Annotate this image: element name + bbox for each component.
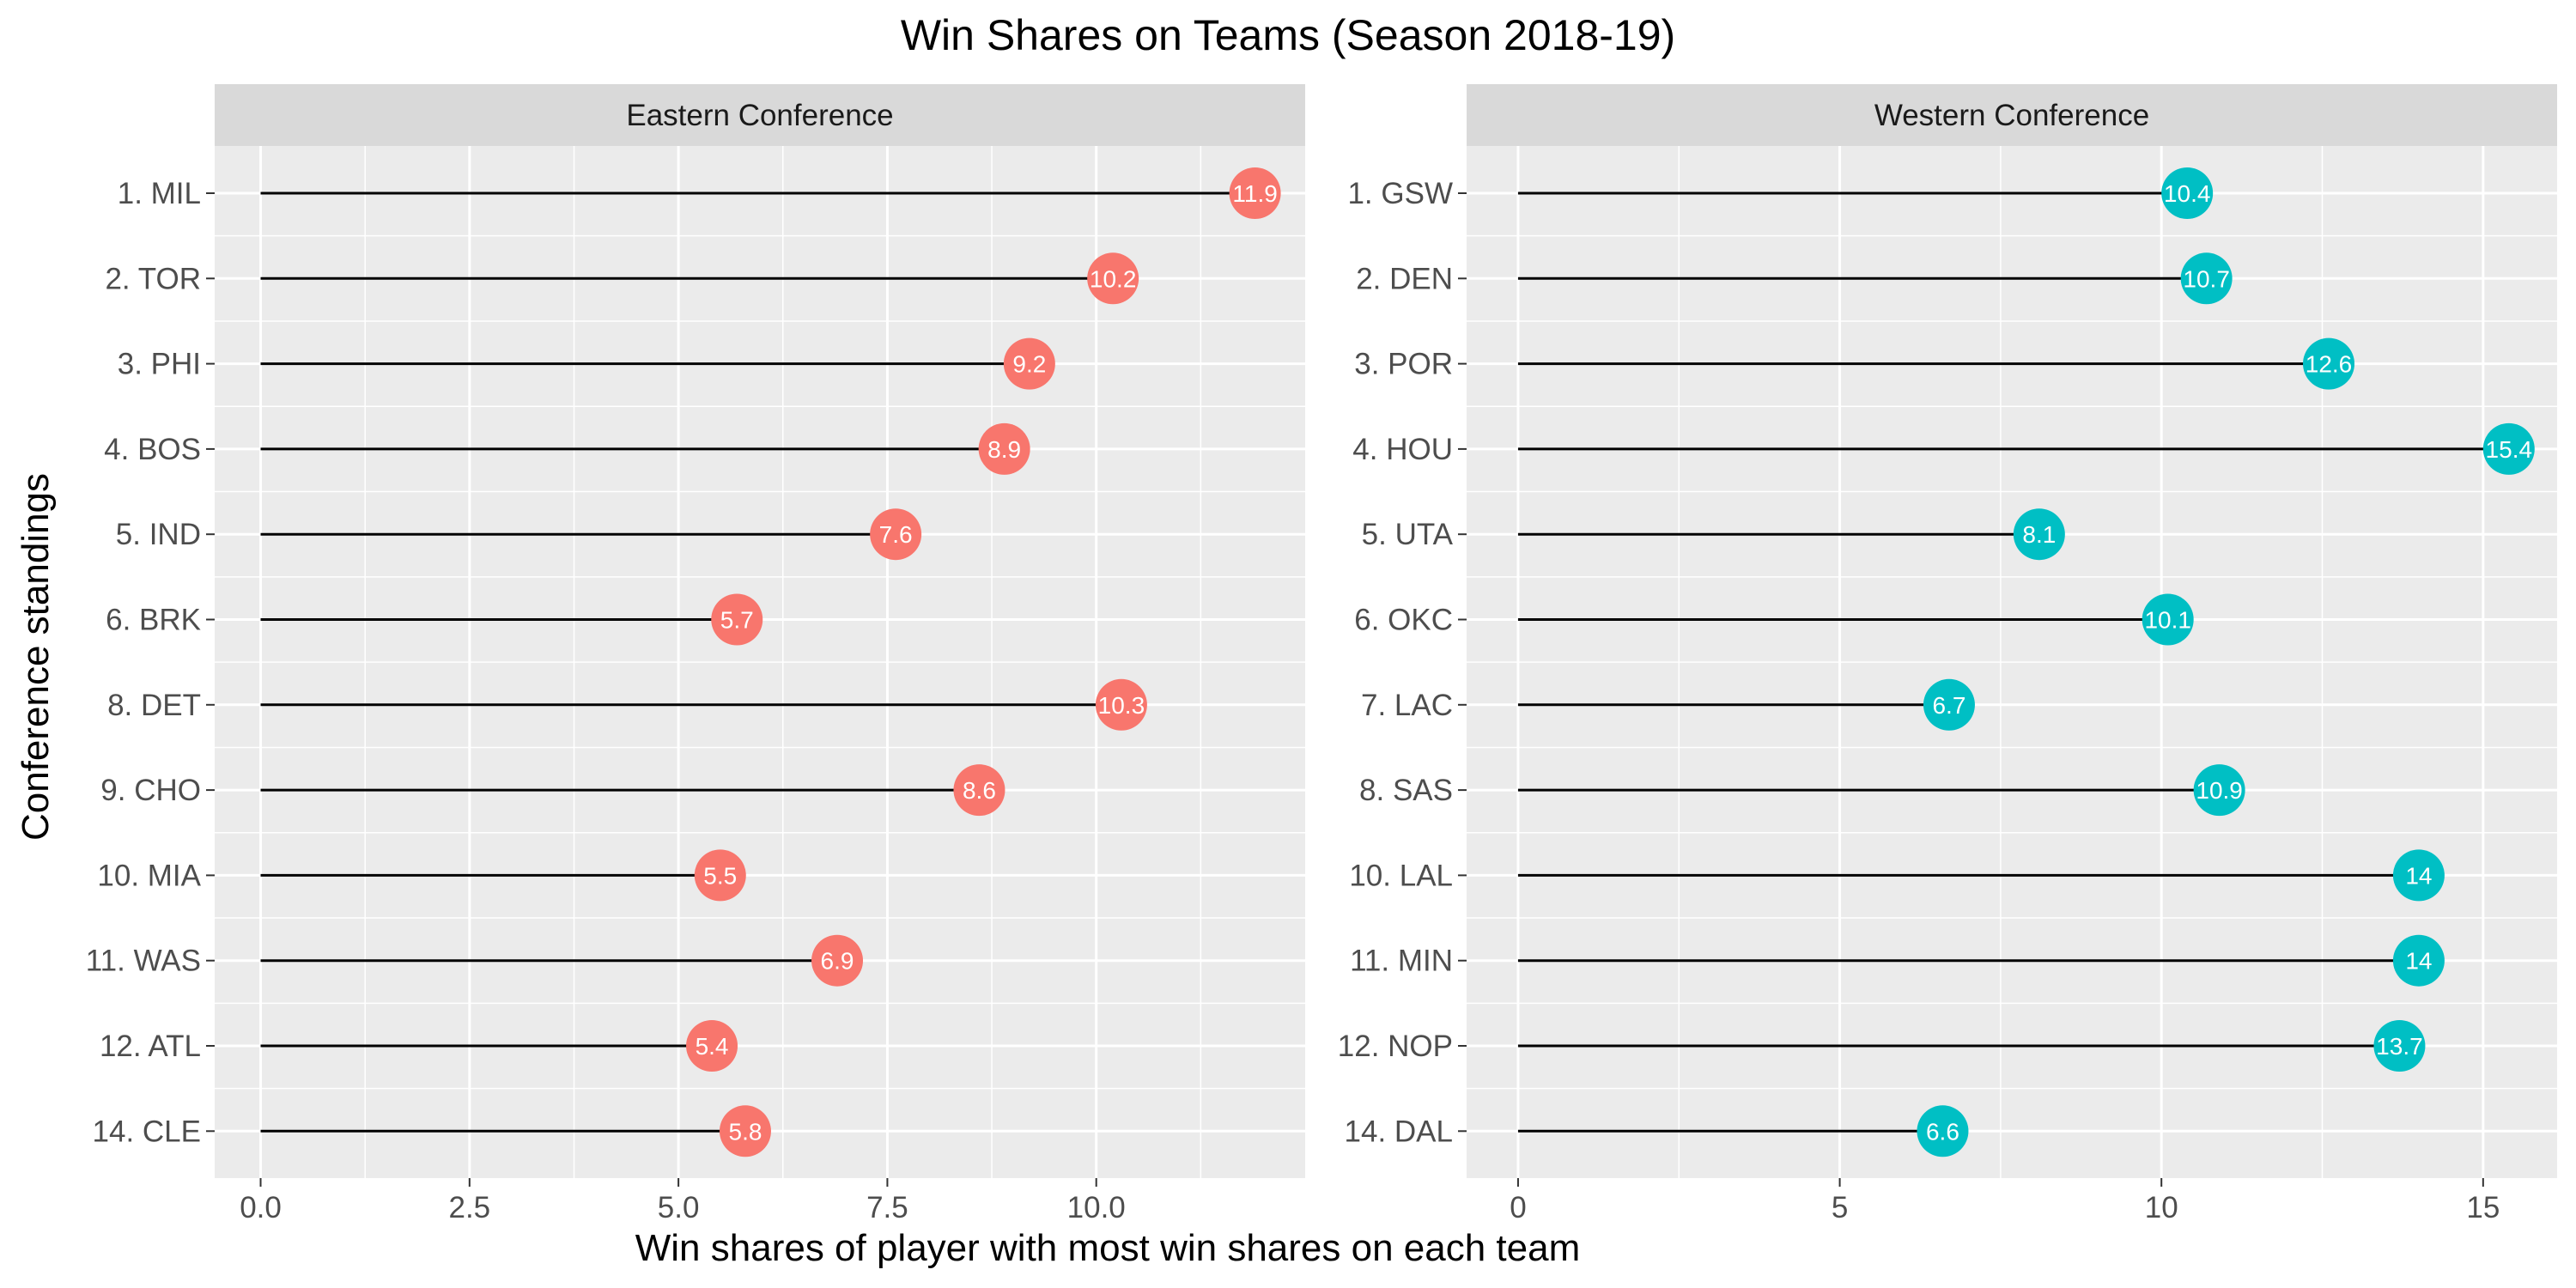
- x-tick-label: 7.5: [866, 1191, 908, 1224]
- lollipop-dot: [2161, 167, 2214, 219]
- value-label: 12.6: [2306, 351, 2353, 378]
- value-label: 10.7: [2183, 265, 2230, 292]
- value-label: 6.6: [1926, 1118, 1959, 1145]
- value-label: 10.2: [1090, 265, 1137, 292]
- value-label: 10.1: [2144, 607, 2191, 634]
- x-tick-label: 10: [2145, 1191, 2178, 1224]
- y-tick-label: 1. GSW: [1347, 177, 1453, 210]
- y-tick-label: 4. HOU: [1352, 433, 1453, 466]
- y-tick-label: 9. CHO: [100, 774, 201, 807]
- x-axis-title: Win shares of player with most win share…: [635, 1227, 1580, 1269]
- x-tick-label: 15: [2466, 1191, 2500, 1224]
- y-tick-label: 3. POR: [1354, 348, 1453, 381]
- x-tick-label: 0.0: [240, 1191, 282, 1224]
- value-label: 5.5: [703, 862, 737, 889]
- value-label: 5.8: [729, 1118, 762, 1145]
- value-label: 7.6: [879, 521, 913, 548]
- lollipop-dot: [2180, 252, 2233, 305]
- lollipop-dot: [978, 422, 1030, 475]
- lollipop-dot: [2013, 508, 2065, 561]
- y-tick-label: 12. NOP: [1338, 1030, 1453, 1063]
- y-tick-label: 8. SAS: [1359, 774, 1453, 807]
- facet-panel-west: Western Conference 0 5 10 15 1. GSW 2. DEN 3. P…: [1338, 84, 2557, 1224]
- y-tick-label: 4. BOS: [104, 433, 201, 466]
- y-tick-label: 14. CLE: [93, 1115, 201, 1148]
- lollipop-dot: [2392, 849, 2445, 902]
- y-axis-title: Conference standings: [15, 473, 57, 841]
- value-label: 10.3: [1098, 692, 1145, 719]
- facet-panels: Eastern Conference 0.0 2.5 5.0 7.5 10.0 1. MIL…: [86, 84, 2557, 1224]
- y-tick-label: 5. IND: [116, 518, 201, 551]
- value-label: 8.9: [987, 436, 1021, 463]
- lollipop-dot: [686, 1020, 738, 1072]
- y-tick-label: 12. ATL: [100, 1030, 201, 1063]
- y-tick-label: 3. PHI: [118, 348, 201, 381]
- lollipop-dot: [1229, 167, 1281, 219]
- value-label: 15.4: [2486, 436, 2533, 463]
- facet-panel-east: Eastern Conference 0.0 2.5 5.0 7.5 10.0 1. MIL…: [86, 84, 1305, 1224]
- value-label: 8.6: [963, 777, 996, 804]
- lollipop-dot: [711, 593, 763, 646]
- value-label: 5.4: [696, 1033, 729, 1060]
- value-label: 6.9: [821, 948, 854, 975]
- lollipop-dot: [811, 934, 864, 987]
- lollipop-dot: [1923, 678, 1975, 731]
- y-tick-label: 2. TOR: [105, 262, 201, 295]
- lollipop-dot: [694, 849, 746, 902]
- y-tick-label: 14. DAL: [1345, 1115, 1453, 1148]
- lollipop-dot: [2303, 337, 2355, 390]
- y-tick-label: 7. LAC: [1361, 689, 1453, 722]
- chart-title: Win Shares on Teams (Season 2018-19): [901, 11, 1675, 59]
- facet-strip: [215, 84, 1305, 146]
- y-tick-label: 8. DET: [107, 689, 201, 722]
- lollipop-dot: [1095, 678, 1147, 731]
- value-label: 14: [2405, 948, 2432, 975]
- lollipop-dot: [2482, 422, 2535, 475]
- y-tick-label: 1. MIL: [118, 177, 201, 210]
- lollipop-dot: [1087, 252, 1139, 305]
- value-label: 13.7: [2376, 1033, 2423, 1060]
- lollipop-dot: [1917, 1105, 1969, 1157]
- value-label: 11.9: [1232, 180, 1277, 207]
- value-label: 8.1: [2022, 521, 2056, 548]
- lollipop-dot: [2373, 1020, 2426, 1072]
- lollipop-dot: [1003, 337, 1055, 390]
- y-tick-label: 6. OKC: [1354, 604, 1453, 637]
- lollipop-dot: [953, 764, 1005, 817]
- value-label: 9.2: [1012, 351, 1046, 378]
- value-label: 5.7: [720, 607, 754, 634]
- lollipop-dot: [2142, 593, 2194, 646]
- value-label: 6.7: [1932, 692, 1965, 719]
- facet-strip-label: Western Conference: [1874, 99, 2149, 132]
- lollipop-dot: [2392, 934, 2445, 987]
- y-tick-label: 11. MIN: [1350, 945, 1453, 978]
- lollipop-dot: [870, 508, 922, 561]
- lollipop-dot: [719, 1105, 771, 1157]
- x-tick-label: 10.0: [1067, 1191, 1126, 1224]
- y-tick-label: 11. WAS: [86, 945, 201, 978]
- value-label: 14: [2405, 862, 2432, 889]
- facet-strip-label: Eastern Conference: [626, 99, 893, 132]
- y-tick-label: 10. MIA: [97, 859, 201, 892]
- x-tick-label: 5.0: [658, 1191, 700, 1224]
- y-tick-label: 6. BRK: [106, 604, 201, 637]
- y-tick-label: 10. LAL: [1349, 859, 1453, 892]
- lollipop-dot: [2193, 764, 2245, 817]
- x-tick-label: 2.5: [448, 1191, 490, 1224]
- x-tick-label: 5: [1832, 1191, 1848, 1224]
- x-tick-label: 0: [1510, 1191, 1526, 1224]
- value-label: 10.4: [2164, 180, 2211, 207]
- y-tick-label: 2. DEN: [1356, 262, 1453, 295]
- facet-strip: [1467, 84, 2557, 146]
- value-label: 10.9: [2196, 777, 2243, 804]
- y-tick-label: 5. UTA: [1362, 518, 1454, 551]
